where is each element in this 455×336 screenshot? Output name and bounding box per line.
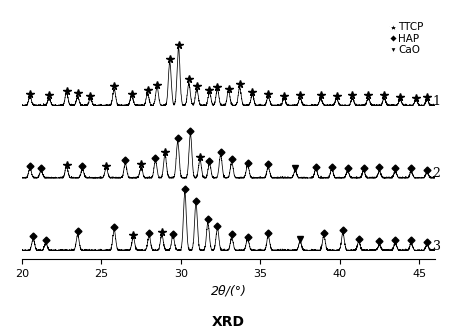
Text: 3: 3 [432, 240, 440, 253]
Text: 2: 2 [432, 167, 440, 180]
Text: 1: 1 [432, 95, 440, 108]
X-axis label: 2θ/(°): 2θ/(°) [210, 285, 246, 297]
Text: XRD: XRD [211, 315, 244, 329]
Legend: TTCP, HAP, CaO: TTCP, HAP, CaO [387, 20, 425, 57]
